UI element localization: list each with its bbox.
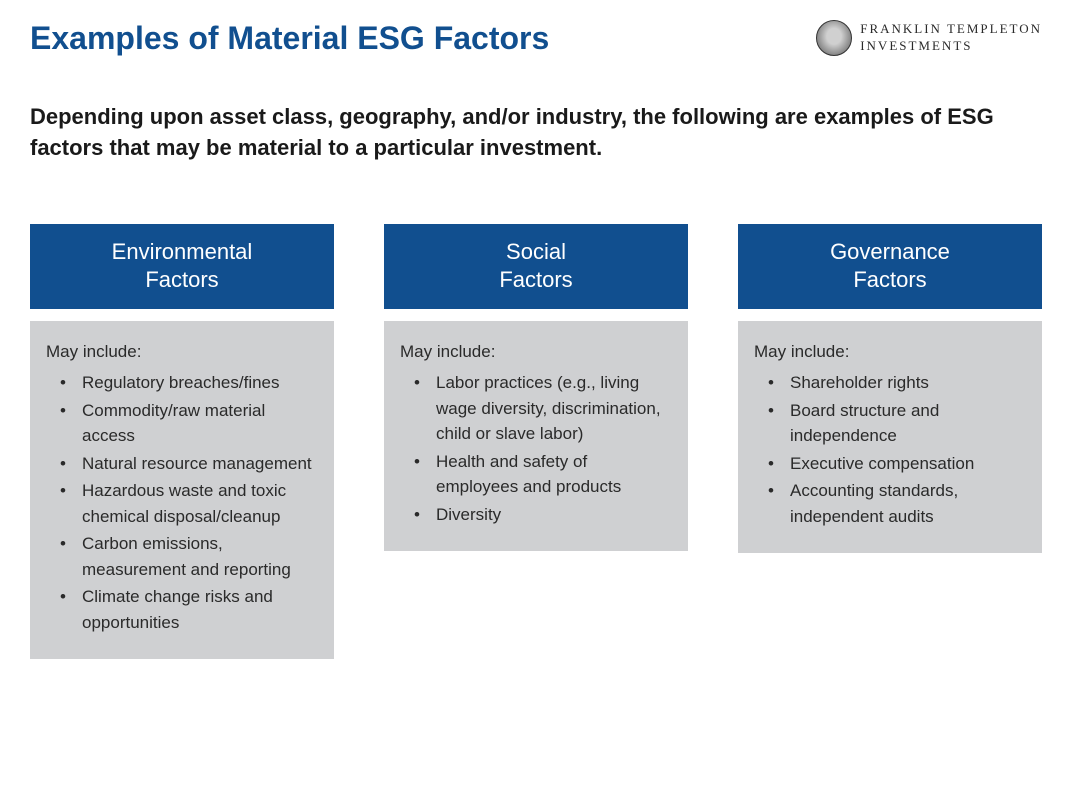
list-item: Natural resource management [54,451,318,477]
list-item: Board structure and independence [762,398,1026,449]
header-line: Social [506,239,566,264]
list-item: Carbon emissions, measurement and report… [54,531,318,582]
items-list: Regulatory breaches/fines Commodity/raw … [46,370,318,635]
lead-text: May include: [400,339,672,365]
lead-text: May include: [754,339,1026,365]
list-item: Diversity [408,502,672,528]
franklin-portrait-icon [816,20,852,56]
list-item: Accounting standards, independent audits [762,478,1026,529]
logo-text: FRANKLIN TEMPLETON INVESTMENTS [860,21,1042,55]
list-item: Commodity/raw material access [54,398,318,449]
header-line: Governance [830,239,950,264]
header-line: Factors [853,267,926,292]
columns-container: Environmental Factors May include: Regul… [30,224,1042,660]
column-governance: Governance Factors May include: Sharehol… [738,224,1042,554]
column-body-governance: May include: Shareholder rights Board st… [738,321,1042,554]
list-item: Hazardous waste and toxic chemical dispo… [54,478,318,529]
column-header-governance: Governance Factors [738,224,1042,309]
column-header-environmental: Environmental Factors [30,224,334,309]
list-item: Health and safety of employees and produ… [408,449,672,500]
column-header-social: Social Factors [384,224,688,309]
list-item: Executive compensation [762,451,1026,477]
list-item: Shareholder rights [762,370,1026,396]
column-social: Social Factors May include: Labor practi… [384,224,688,552]
list-item: Climate change risks and opportunities [54,584,318,635]
logo-line2: INVESTMENTS [860,38,1042,55]
column-environmental: Environmental Factors May include: Regul… [30,224,334,660]
lead-text: May include: [46,339,318,365]
page-title: Examples of Material ESG Factors [30,20,549,57]
header-line: Environmental [112,239,253,264]
header: Examples of Material ESG Factors FRANKLI… [30,20,1042,57]
column-body-environmental: May include: Regulatory breaches/fines C… [30,321,334,660]
column-body-social: May include: Labor practices (e.g., livi… [384,321,688,552]
header-line: Factors [499,267,572,292]
logo-line1: FRANKLIN TEMPLETON [860,21,1042,38]
header-line: Factors [145,267,218,292]
logo: FRANKLIN TEMPLETON INVESTMENTS [816,20,1042,56]
items-list: Labor practices (e.g., living wage diver… [400,370,672,527]
list-item: Labor practices (e.g., living wage diver… [408,370,672,447]
intro-paragraph: Depending upon asset class, geography, a… [30,102,1010,164]
items-list: Shareholder rights Board structure and i… [754,370,1026,529]
list-item: Regulatory breaches/fines [54,370,318,396]
